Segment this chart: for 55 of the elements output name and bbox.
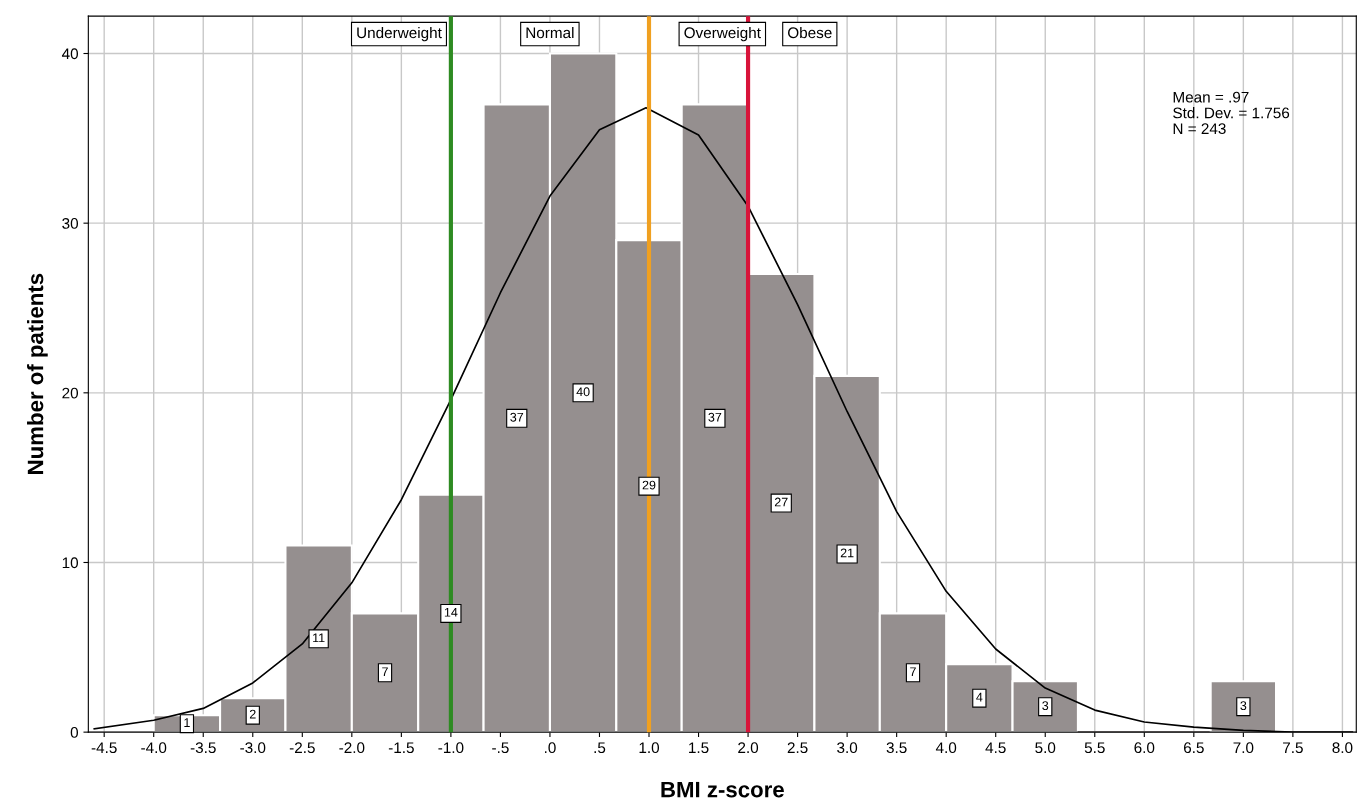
x-tick-label: 1.0 [639,742,660,754]
data-label: 1 [184,718,190,727]
x-tick-label: -3.0 [240,742,266,754]
annotation: Overweight [684,26,761,42]
x-tick-label: -2.5 [289,742,315,754]
y-axis-title: Number of patients [27,273,48,474]
y-tick-label: 0 [70,727,79,738]
data-label: 37 [708,412,722,422]
data-label: 4 [976,692,983,702]
data-label: 2 [249,709,256,719]
x-axis-title: BMI z-score [661,781,784,798]
annotation: Normal [526,26,574,39]
data-label: 7 [910,667,916,676]
x-tick-label: -2.0 [339,742,365,754]
x-tick-label: .5 [594,742,606,754]
data-label: 27 [774,497,788,507]
data-label: 11 [313,633,325,643]
x-tick-label: 4.5 [985,742,1006,754]
x-tick-label: -4.5 [91,742,117,754]
data-label: 40 [576,387,590,397]
x-tick-label: -.5 [492,742,509,754]
x-tick-label: 8.0 [1332,742,1353,754]
data-label: 21 [840,548,854,558]
annotation: Mean = .97 [1173,91,1249,103]
y-tick-label: 20 [62,387,79,399]
y-tick-label: 40 [61,48,79,60]
x-tick-label: -1.5 [388,742,414,754]
y-tick-label: 30 [62,218,79,229]
x-tick-label: 2.0 [738,742,759,754]
annotation: Obese [788,26,832,39]
annotation: Underweight [357,26,442,42]
x-tick-label: 5.5 [1084,742,1105,754]
x-tick-label: 3.5 [886,742,907,754]
x-tick-label: 2.5 [787,742,808,754]
y-tick-label: 10 [62,557,79,569]
x-tick-label: -4.0 [141,742,167,754]
x-tick-label: 3.0 [837,742,858,754]
data-label: 3 [1042,701,1049,711]
x-tick-label: 7.0 [1233,742,1254,754]
x-tick-label: 6.5 [1183,742,1204,754]
x-tick-label: 7.5 [1283,742,1303,754]
x-tick-label: 1.5 [689,742,709,754]
x-tick-label: 6.0 [1134,742,1155,754]
data-label: 3 [1240,701,1247,711]
data-label: 37 [510,412,524,422]
x-tick-label: 5.0 [1035,742,1056,754]
data-label: 29 [642,480,656,490]
x-tick-label: -1.0 [438,742,464,754]
x-tick-label: -3.5 [190,742,216,754]
x-tick-label: .0 [544,742,556,754]
data-label: 7 [382,667,388,676]
annotation: Std. Dev. = 1.756 [1173,107,1290,119]
data-label: 14 [444,608,458,617]
annotation: N = 243 [1173,123,1226,135]
x-tick-label: 4.0 [935,742,957,754]
